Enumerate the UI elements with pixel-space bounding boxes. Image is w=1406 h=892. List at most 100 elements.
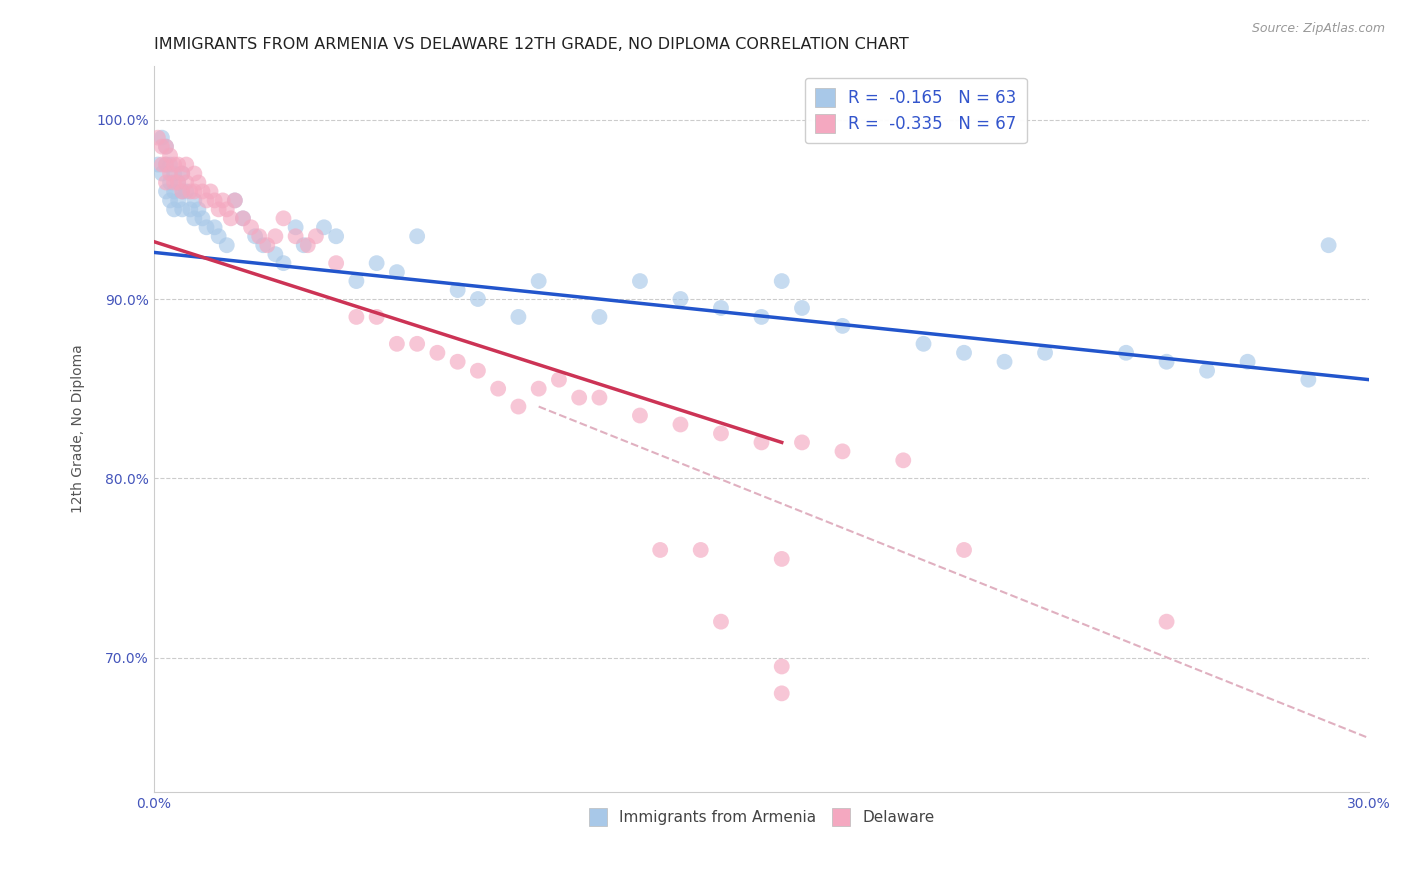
Point <box>240 220 263 235</box>
Point <box>467 364 489 378</box>
Point <box>1298 373 1320 387</box>
Point <box>174 185 197 199</box>
Point <box>146 157 169 171</box>
Point <box>174 176 197 190</box>
Point <box>366 256 388 270</box>
Point <box>172 202 194 217</box>
Point <box>770 274 793 288</box>
Point <box>215 238 238 252</box>
Point <box>187 202 209 217</box>
Point <box>204 194 226 208</box>
Point <box>163 176 186 190</box>
Point <box>172 185 194 199</box>
Point <box>344 274 367 288</box>
Text: IMMIGRANTS FROM ARMENIA VS DELAWARE 12TH GRADE, NO DIPLOMA CORRELATION CHART: IMMIGRANTS FROM ARMENIA VS DELAWARE 12TH… <box>153 37 908 53</box>
Point <box>232 211 254 226</box>
Point <box>831 444 853 458</box>
Point <box>211 194 233 208</box>
Point <box>167 176 190 190</box>
Point <box>224 194 246 208</box>
Point <box>486 382 509 396</box>
Point <box>159 194 181 208</box>
Point <box>527 274 550 288</box>
Point <box>172 167 194 181</box>
Point <box>150 157 173 171</box>
Point <box>167 157 190 171</box>
Point <box>163 167 186 181</box>
Point <box>174 157 197 171</box>
Point <box>252 238 274 252</box>
Point <box>159 167 181 181</box>
Point <box>292 238 315 252</box>
Point <box>219 211 242 226</box>
Point <box>912 336 935 351</box>
Point <box>243 229 266 244</box>
Point <box>179 202 201 217</box>
Point <box>312 220 335 235</box>
Point <box>710 426 733 441</box>
Point <box>155 157 177 171</box>
Point <box>150 139 173 153</box>
Point <box>247 229 270 244</box>
Point <box>155 157 177 171</box>
Point <box>273 256 295 270</box>
Point <box>426 345 449 359</box>
Point <box>831 318 853 333</box>
Point <box>183 211 205 226</box>
Legend: Immigrants from Armenia, Delaware: Immigrants from Armenia, Delaware <box>579 799 943 835</box>
Point <box>264 247 287 261</box>
Point <box>183 194 205 208</box>
Point <box>406 336 429 351</box>
Point <box>710 615 733 629</box>
Point <box>155 139 177 153</box>
Point <box>284 229 307 244</box>
Point <box>150 167 173 181</box>
Point <box>588 310 610 324</box>
Point <box>232 211 254 226</box>
Point <box>568 391 591 405</box>
Point <box>770 659 793 673</box>
Point <box>297 238 319 252</box>
Point <box>1197 364 1219 378</box>
Point <box>467 292 489 306</box>
Point <box>669 292 692 306</box>
Point <box>159 176 181 190</box>
Point <box>770 552 793 566</box>
Point <box>183 167 205 181</box>
Point <box>891 453 914 467</box>
Point <box>159 148 181 162</box>
Point <box>751 435 773 450</box>
Text: Source: ZipAtlas.com: Source: ZipAtlas.com <box>1251 22 1385 36</box>
Point <box>385 336 408 351</box>
Point <box>195 194 218 208</box>
Point <box>163 202 186 217</box>
Point <box>953 543 976 558</box>
Point <box>256 238 278 252</box>
Point <box>447 355 470 369</box>
Point <box>159 157 181 171</box>
Point <box>325 256 347 270</box>
Point <box>751 310 773 324</box>
Point <box>187 176 209 190</box>
Point <box>1115 345 1137 359</box>
Point <box>508 310 530 324</box>
Point <box>150 130 173 145</box>
Point <box>993 355 1015 369</box>
Point <box>669 417 692 432</box>
Point <box>163 157 186 171</box>
Point <box>508 400 530 414</box>
Point <box>650 543 672 558</box>
Y-axis label: 12th Grade, No Diploma: 12th Grade, No Diploma <box>72 344 86 513</box>
Point <box>155 185 177 199</box>
Point <box>155 176 177 190</box>
Point <box>204 220 226 235</box>
Point <box>790 301 813 315</box>
Point <box>183 185 205 199</box>
Point <box>628 274 651 288</box>
Point <box>284 220 307 235</box>
Point <box>167 194 190 208</box>
Point <box>689 543 711 558</box>
Point <box>200 185 222 199</box>
Point <box>163 185 186 199</box>
Point <box>273 211 295 226</box>
